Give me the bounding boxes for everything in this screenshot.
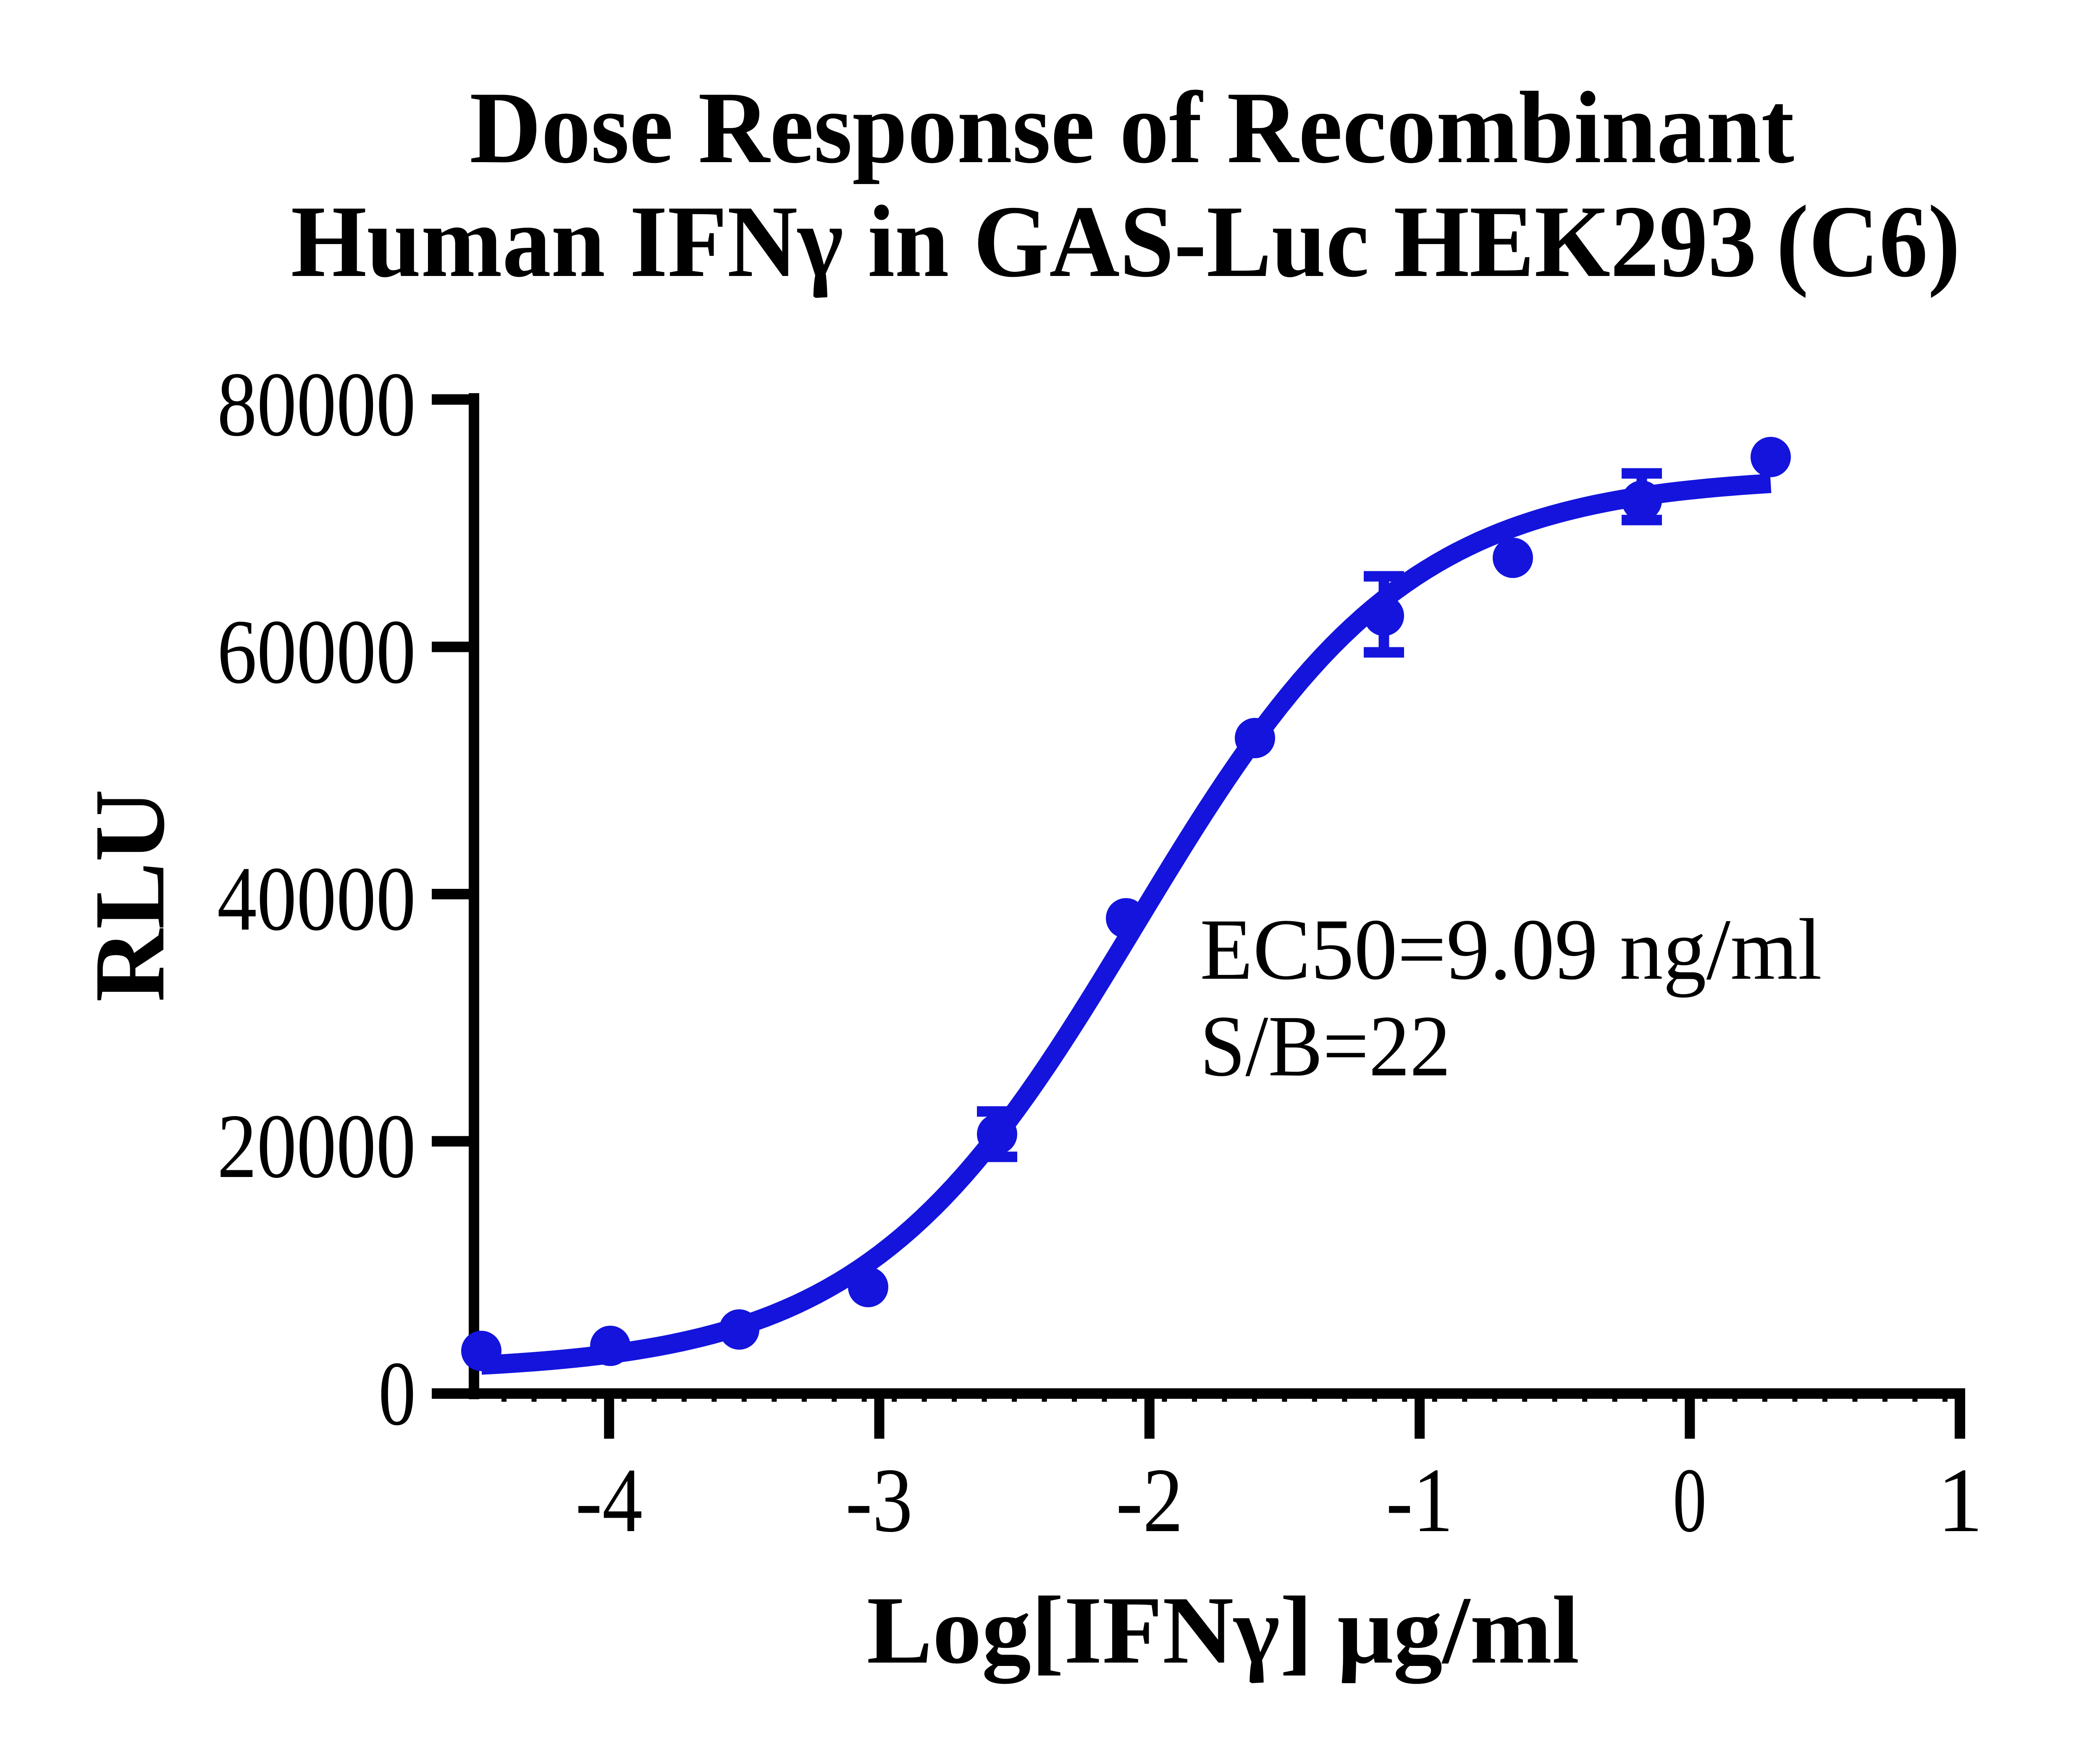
- svg-text:60000: 60000: [217, 601, 416, 703]
- svg-text:80000: 80000: [217, 354, 416, 455]
- svg-text:RLU: RLU: [74, 789, 185, 1002]
- svg-text:40000: 40000: [217, 848, 416, 950]
- svg-text:Dose Response of Recombinant: Dose Response of Recombinant: [470, 71, 1794, 184]
- svg-text:Human IFNγ in GAS-Luc HEK293 (: Human IFNγ in GAS-Luc HEK293 (C6): [291, 184, 1961, 298]
- svg-text:S/B=22: S/B=22: [1200, 998, 1451, 1094]
- svg-text:20000: 20000: [217, 1096, 416, 1197]
- svg-text:-3: -3: [845, 1450, 913, 1551]
- svg-text:-4: -4: [575, 1450, 643, 1551]
- svg-text:1: 1: [1937, 1450, 1983, 1551]
- svg-text:-2: -2: [1116, 1450, 1183, 1551]
- svg-text:-1: -1: [1386, 1450, 1453, 1551]
- svg-text:0: 0: [1673, 1450, 1706, 1551]
- svg-text:0: 0: [378, 1343, 416, 1445]
- svg-text:Log[IFNγ] μg/ml: Log[IFNγ] μg/ml: [867, 1576, 1580, 1684]
- svg-text:EC50=9.09 ng/ml: EC50=9.09 ng/ml: [1200, 901, 1822, 998]
